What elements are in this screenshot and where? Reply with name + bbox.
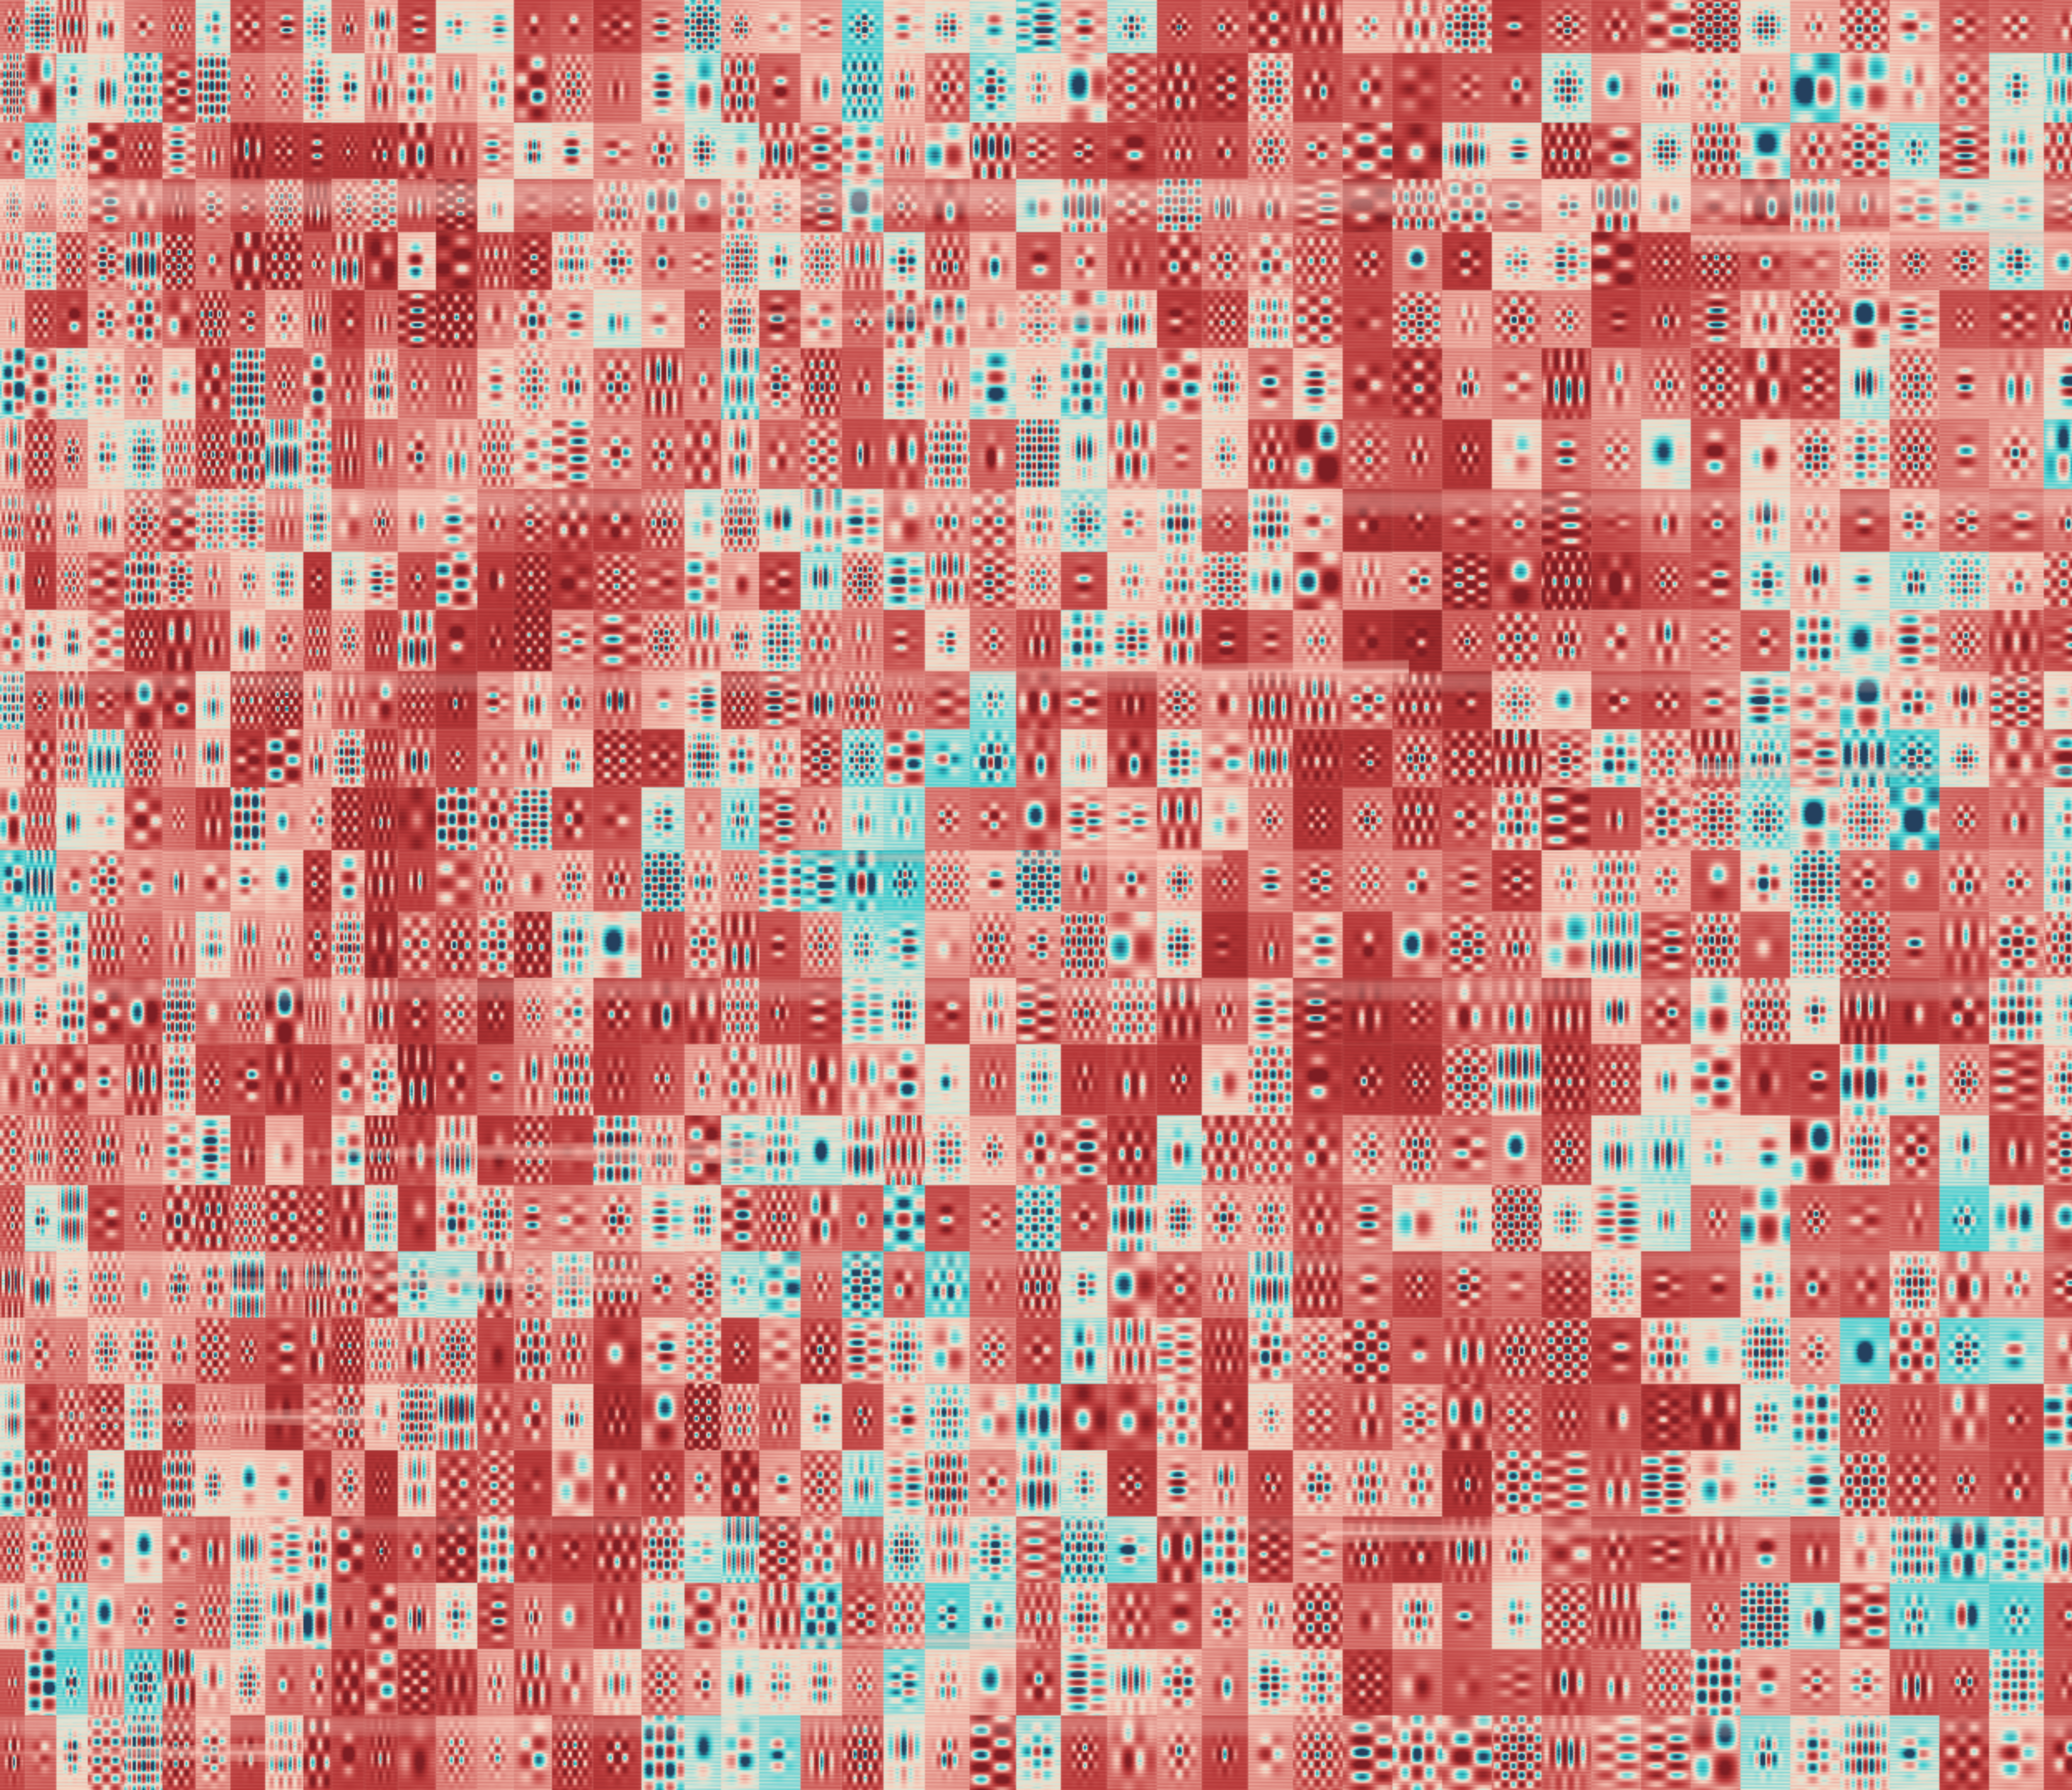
interference-field-heatmap bbox=[0, 0, 2072, 1790]
visualization-canvas bbox=[0, 0, 2072, 1790]
